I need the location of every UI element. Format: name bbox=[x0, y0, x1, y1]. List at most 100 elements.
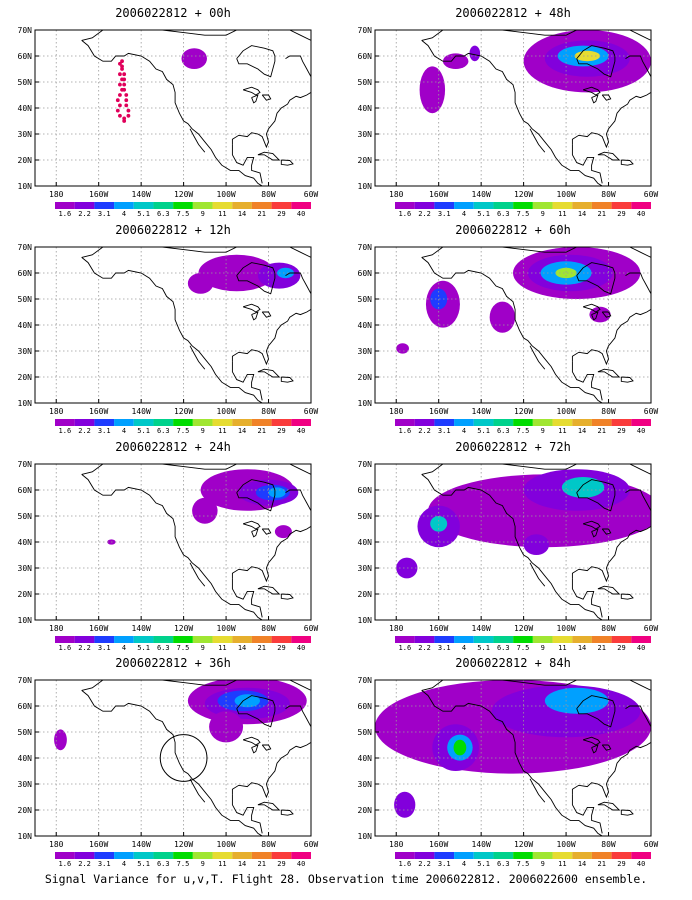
colorbar-segment bbox=[414, 419, 435, 426]
longitude-label: 120W bbox=[174, 190, 193, 199]
map-area bbox=[375, 464, 651, 620]
longitude-label: 60W bbox=[304, 624, 319, 633]
colorbar-label: 1.6 bbox=[59, 427, 72, 435]
coastline bbox=[629, 30, 651, 41]
colorbar-label: 6.3 bbox=[497, 427, 510, 435]
coastline bbox=[280, 159, 294, 166]
panel-title: 2006022812 + 12h bbox=[115, 223, 231, 237]
signal-variance-field bbox=[544, 687, 609, 714]
colorbar-label: 40 bbox=[637, 860, 645, 868]
longitude-label: 60W bbox=[644, 840, 659, 849]
colorbar-segment bbox=[473, 852, 494, 859]
coastline bbox=[582, 303, 601, 313]
longitude-label: 180 bbox=[389, 840, 404, 849]
colorbar-segment bbox=[395, 852, 415, 859]
observation-point bbox=[122, 87, 127, 92]
colorbar-label: 1.6 bbox=[399, 644, 412, 652]
coastline bbox=[251, 311, 259, 321]
coastline bbox=[591, 744, 599, 754]
latitude-label: 30N bbox=[358, 130, 373, 139]
colorbar-segment bbox=[572, 202, 592, 209]
signal-variance-field bbox=[555, 267, 577, 279]
colorbar-segment bbox=[611, 419, 632, 426]
signal-variance-field bbox=[396, 557, 418, 579]
longitude-label: 180 bbox=[49, 840, 64, 849]
colorbar-label: 21 bbox=[258, 860, 266, 868]
colorbar-segment bbox=[591, 202, 612, 209]
coastline bbox=[261, 94, 272, 101]
coastline bbox=[620, 593, 634, 600]
coastline bbox=[421, 257, 603, 403]
colorbar-label: 29 bbox=[277, 210, 285, 218]
latitude-label: 30N bbox=[18, 780, 33, 789]
colorbar-label: 21 bbox=[598, 427, 606, 435]
colorbar-segment bbox=[291, 202, 311, 209]
colorbar-segment bbox=[493, 636, 514, 643]
latitude-label: 40N bbox=[18, 104, 33, 113]
colorbar-segment bbox=[395, 419, 415, 426]
colorbar-label: 7.5 bbox=[177, 860, 190, 868]
coastline bbox=[289, 247, 311, 258]
latitude-label: 10N bbox=[358, 399, 373, 408]
latitude-label: 20N bbox=[358, 373, 373, 382]
colorbar-segment bbox=[473, 636, 494, 643]
signal-variance-field bbox=[430, 516, 448, 532]
latitude-label: 50N bbox=[18, 295, 33, 304]
coastline bbox=[189, 778, 206, 803]
coastline bbox=[189, 345, 206, 370]
coastline bbox=[285, 705, 311, 728]
colorbar-segment bbox=[493, 202, 514, 209]
colorbar-label: 6.3 bbox=[157, 644, 170, 652]
coastline bbox=[285, 55, 311, 78]
colorbar-label: 7.5 bbox=[177, 644, 190, 652]
longitude-label: 180 bbox=[389, 407, 404, 416]
coastline bbox=[236, 695, 276, 728]
colorbar: 1.6 2.2 3.1 4 5.1 6.3 7.5 9 11 14 21 29 40 bbox=[55, 419, 311, 435]
longitude-label: 120W bbox=[174, 407, 193, 416]
latitude-label: 50N bbox=[358, 295, 373, 304]
colorbar-segment bbox=[591, 636, 612, 643]
colorbar-label: 21 bbox=[258, 427, 266, 435]
coastline bbox=[601, 311, 612, 318]
colorbar-segment bbox=[434, 852, 455, 859]
colorbar-label: 2.2 bbox=[418, 860, 431, 868]
latitude-label: 50N bbox=[358, 78, 373, 87]
longitude-label: 60W bbox=[644, 190, 659, 199]
colorbar-segment bbox=[552, 852, 573, 859]
signal-variance-field bbox=[419, 66, 446, 114]
colorbar-label: 29 bbox=[277, 860, 285, 868]
colorbar-label: 3.1 bbox=[438, 860, 451, 868]
signal-variance-field bbox=[523, 534, 550, 555]
colorbar-segment bbox=[434, 636, 455, 643]
coastline bbox=[421, 40, 603, 186]
panel-title: 2006022812 + 60h bbox=[455, 223, 571, 237]
coastline bbox=[620, 376, 634, 383]
latitude-label: 60N bbox=[18, 486, 33, 495]
signal-variance-field bbox=[589, 306, 611, 323]
latitude-label: 60N bbox=[18, 702, 33, 711]
signal-variance-field bbox=[442, 53, 469, 69]
colorbar-segment bbox=[434, 202, 455, 209]
coastline bbox=[231, 794, 263, 834]
colorbar-segment bbox=[552, 202, 573, 209]
map-area bbox=[35, 30, 311, 186]
longitude-label: 100W bbox=[556, 624, 575, 633]
coastline bbox=[280, 809, 294, 816]
observation-point bbox=[122, 119, 127, 123]
coastline bbox=[231, 144, 263, 184]
panel-title: 2006022812 + 36h bbox=[115, 656, 231, 670]
map-panel: 2006022812 + 48h 70N 60N 50N 40N 30N 20N 10N 180… bbox=[358, 6, 659, 218]
colorbar-label: 4 bbox=[462, 427, 466, 435]
colorbar: 1.6 2.2 3.1 4 5.1 6.3 7.5 9 11 14 21 29 40 bbox=[55, 202, 311, 218]
coastline bbox=[421, 690, 603, 836]
observation-point bbox=[122, 82, 127, 87]
colorbar-label: 9 bbox=[541, 860, 545, 868]
colorbar-segment bbox=[55, 636, 75, 643]
colorbar-label: 11 bbox=[218, 427, 226, 435]
latitude-label: 10N bbox=[358, 832, 373, 841]
colorbar-segment bbox=[414, 636, 435, 643]
colorbar-label: 11 bbox=[218, 210, 226, 218]
colorbar-segment bbox=[572, 852, 592, 859]
observation-point bbox=[118, 113, 122, 118]
coastline bbox=[285, 272, 311, 295]
